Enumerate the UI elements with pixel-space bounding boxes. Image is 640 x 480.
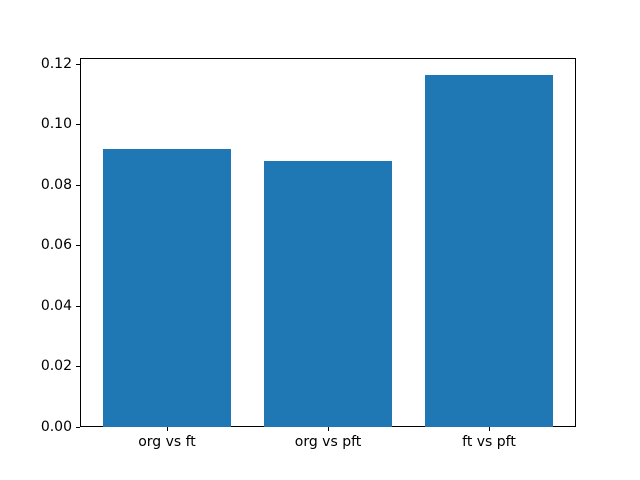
x-tick-mark <box>167 427 168 431</box>
y-tick-label: 0.04 <box>40 297 72 314</box>
y-tick-label: 0.10 <box>40 116 72 132</box>
bar-org-vs-ft <box>102 149 232 427</box>
y-tick-mark <box>76 427 80 428</box>
y-tick-mark <box>76 305 80 307</box>
y-tick-label: 0.06 <box>40 237 72 254</box>
x-tick-mark <box>489 427 490 431</box>
x-tick-mark <box>328 427 329 431</box>
y-tick-mark <box>76 366 80 368</box>
y-tick-label: 0.12 <box>40 55 72 72</box>
y-tick-label: 0.02 <box>40 358 72 375</box>
y-tick-mark <box>76 63 80 65</box>
bar-org-vs-pft <box>263 161 393 427</box>
y-tick-mark <box>76 245 80 247</box>
y-tick-label: 0.00 <box>40 419 72 435</box>
y-tick-mark <box>76 184 80 186</box>
bar-ft-vs-pft <box>424 75 554 427</box>
x-tick-label: org vs ft <box>138 434 196 450</box>
y-tick-mark <box>76 124 80 125</box>
x-tick-label: ft vs pft <box>462 434 516 450</box>
x-tick-label: org vs pft <box>294 434 362 450</box>
y-tick-label: 0.08 <box>40 176 72 193</box>
